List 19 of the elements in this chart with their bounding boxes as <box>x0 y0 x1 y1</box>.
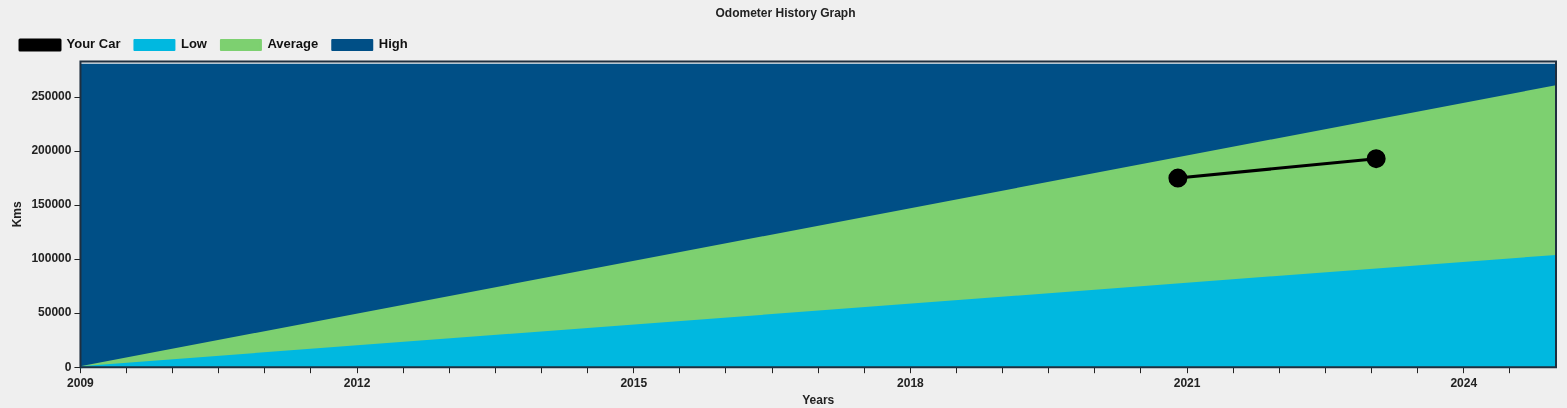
legend-label: Average <box>267 36 319 52</box>
x-tick-label: 2018 <box>897 375 925 390</box>
y-axis-title: Kms <box>9 200 24 228</box>
chart-title: Odometer History Graph <box>715 5 856 20</box>
x-tick-label: 2021 <box>1173 375 1201 390</box>
x-axis-title: Years <box>802 393 835 408</box>
x-tick-label: 2024 <box>1450 375 1478 390</box>
y-tick-label: 250000 <box>31 89 72 104</box>
legend-label: High <box>378 36 408 52</box>
x-tick-label: 2009 <box>67 375 95 390</box>
legend-label: Low <box>180 36 208 52</box>
x-tick-label: 2012 <box>343 375 371 390</box>
y-tick-label: 200000 <box>31 143 72 158</box>
y-tick-label: 100000 <box>31 251 72 266</box>
legend-label: Your Car <box>66 36 121 52</box>
y-tick-label: 0 <box>64 359 72 374</box>
x-tick-label: 2015 <box>620 375 648 390</box>
y-tick-label: 150000 <box>31 197 72 212</box>
y-tick-label: 50000 <box>38 305 72 320</box>
